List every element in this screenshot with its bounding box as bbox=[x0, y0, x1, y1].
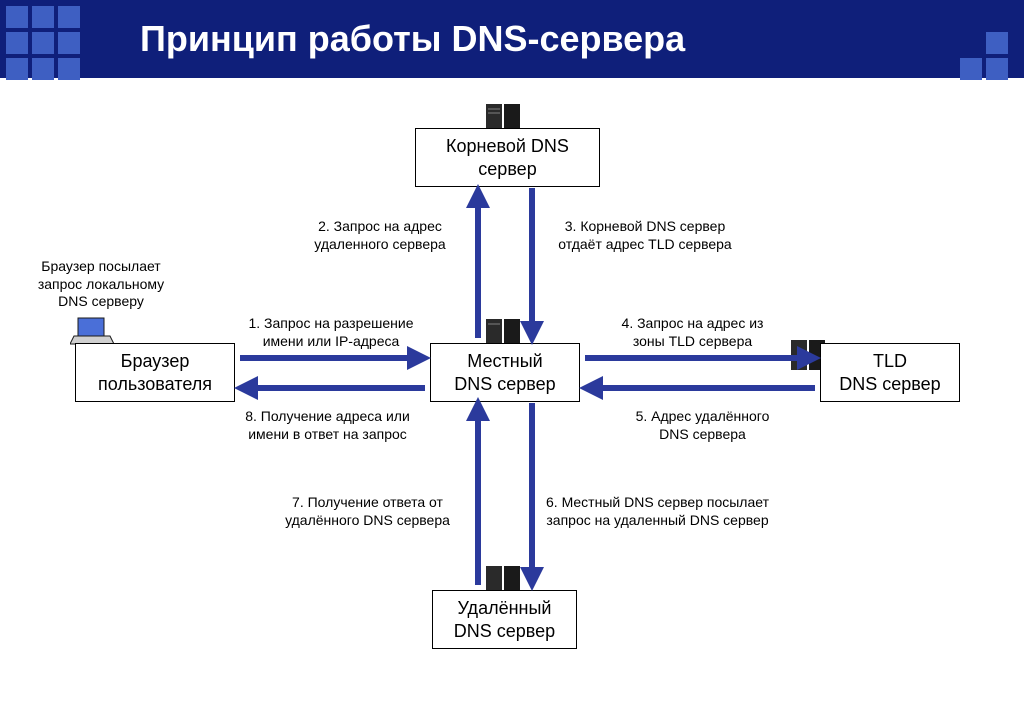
decor-square bbox=[6, 6, 28, 28]
node-label: Корневой DNS bbox=[446, 136, 569, 156]
edge-label-5: 5. Адрес удалённого DNS сервера bbox=[615, 408, 790, 443]
decor-square bbox=[32, 6, 54, 28]
node-label: Удалённый bbox=[458, 598, 552, 618]
tld-dns-node: TLD DNS сервер bbox=[820, 343, 960, 402]
decor-square bbox=[58, 58, 80, 80]
node-label: TLD bbox=[873, 351, 907, 371]
diagram-area: Корневой DNS сервер Браузер пользователя… bbox=[0, 78, 1024, 724]
edge-label-1: 1. Запрос на разрешение имени или IP-адр… bbox=[236, 315, 426, 350]
page-title: Принцип работы DNS-сервера bbox=[140, 18, 685, 60]
remote-dns-node: Удалённый DNS сервер bbox=[432, 590, 577, 649]
decor-square bbox=[986, 58, 1008, 80]
edge-label-2: 2. Запрос на адрес удаленного сервера bbox=[295, 218, 465, 253]
browser-node: Браузер пользователя bbox=[75, 343, 235, 402]
node-label: DNS сервер bbox=[839, 374, 940, 394]
local-dns-node: Местный DNS сервер bbox=[430, 343, 580, 402]
edge-label-6: 6. Местный DNS сервер посылает запрос на… bbox=[540, 494, 775, 529]
edge-label-7: 7. Получение ответа от удалённого DNS се… bbox=[270, 494, 465, 529]
edge-label-8: 8. Получение адреса или имени в ответ на… bbox=[225, 408, 430, 443]
browser-note: Браузер посылает запрос локальному DNS с… bbox=[26, 258, 176, 311]
node-label: Местный bbox=[467, 351, 542, 371]
node-label: DNS сервер bbox=[454, 374, 555, 394]
node-label: Браузер bbox=[121, 351, 190, 371]
decor-square bbox=[32, 58, 54, 80]
edge-label-3: 3. Корневой DNS сервер отдаёт адрес TLD … bbox=[545, 218, 745, 253]
header-bar: Принцип работы DNS-сервера bbox=[0, 0, 1024, 78]
node-label: пользователя bbox=[98, 374, 212, 394]
laptop-icon bbox=[70, 316, 114, 346]
decor-square bbox=[32, 32, 54, 54]
decor-square bbox=[58, 6, 80, 28]
decor-square bbox=[6, 58, 28, 80]
decor-square bbox=[6, 32, 28, 54]
node-label: сервер bbox=[478, 159, 536, 179]
decor-square bbox=[58, 32, 80, 54]
node-label: DNS сервер bbox=[454, 621, 555, 641]
edge-label-4: 4. Запрос на адрес из зоны TLD сервера bbox=[605, 315, 780, 350]
decor-square bbox=[986, 32, 1008, 54]
decor-square bbox=[960, 58, 982, 80]
root-dns-node: Корневой DNS сервер bbox=[415, 128, 600, 187]
